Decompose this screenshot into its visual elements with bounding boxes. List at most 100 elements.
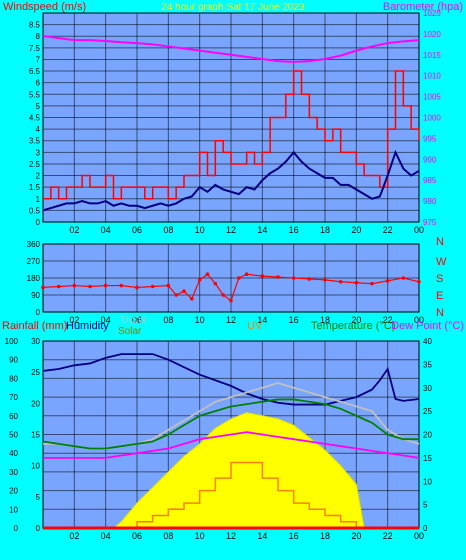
y-tick-label: 4.5	[29, 114, 41, 123]
y-tick-label: 40	[423, 337, 432, 346]
y-tick-label: 0	[36, 308, 41, 317]
y-tick-label: 1005	[423, 93, 441, 102]
y-tick-label: 995	[423, 134, 437, 143]
x-tick-label: 16	[289, 531, 299, 541]
y-tick-label: 1	[36, 195, 41, 204]
series-line-baro	[42, 34, 420, 63]
x-tick-label: 12	[226, 315, 236, 325]
middle-grid	[43, 244, 420, 312]
x-tick-label: 00	[414, 531, 424, 541]
x-tick-label: 14	[257, 225, 267, 235]
y-tick-label: 35	[423, 360, 432, 369]
y-tick-label: 980	[423, 197, 437, 206]
y-tick-label: 1020	[423, 30, 441, 39]
y-tick-label: 10	[423, 477, 432, 486]
x-tick-label: 20	[351, 531, 361, 541]
series-line-uv	[43, 461, 419, 529]
x-tick-label: 18	[320, 315, 330, 325]
y-tick-label: 20	[423, 431, 432, 440]
x-tick-label: 14	[257, 315, 267, 325]
y-tick-label: 1000	[423, 114, 441, 123]
y-tick-label: 0	[14, 524, 19, 533]
series-line-dew	[43, 431, 420, 459]
x-tick-label: 04	[101, 531, 111, 541]
x-tick-label: 14	[257, 531, 267, 541]
label-rainfall: Rainfall (mm)	[2, 320, 67, 332]
top-y2-ticks: 975 980 985 990 995 1000 1005 1010 1015 1020 1025	[423, 9, 441, 227]
x-tick-label: 04	[101, 225, 111, 235]
compass-label: W	[436, 256, 447, 268]
y-tick-label: 2.5	[29, 160, 41, 169]
y-tick-label: 70	[9, 393, 18, 402]
y-tick-label: 5	[423, 501, 428, 510]
x-tick-label: 06	[132, 225, 142, 235]
y-tick-label: 4	[36, 125, 41, 134]
x-tick-label: 02	[69, 315, 79, 325]
middle-series	[41, 272, 421, 303]
x-tick-label: 06	[132, 315, 142, 325]
series-line-temp	[42, 398, 419, 450]
bottom-x-ticks: 02 04 06 08 10 12 14 16 18 20 22 00	[69, 531, 424, 541]
y-tick-label: 0	[36, 524, 41, 533]
label-temperature: Temperature (°C)	[311, 320, 395, 332]
x-tick-label: 02	[69, 531, 79, 541]
top-y-ticks: 0 0.5 1 1.5 2 2.5 3 3.5 4 4.5 5 5.5 6 6.5 7 7.5 8 8.5	[29, 21, 41, 227]
x-tick-label: 16	[289, 315, 299, 325]
y-tick-label: 360	[27, 240, 41, 249]
y-tick-label: 20	[9, 487, 18, 496]
y-tick-label: 0	[423, 524, 428, 533]
x-tick-label: 12	[226, 225, 236, 235]
label-humidity: Humidity	[66, 320, 109, 332]
y-tick-label: 0.5	[29, 206, 41, 215]
x-tick-label: 08	[163, 531, 173, 541]
x-tick-label: 18	[320, 531, 330, 541]
series-line-direction	[42, 273, 420, 302]
y-tick-label: 6.5	[29, 67, 41, 76]
x-tick-label: 02	[69, 225, 79, 235]
y-tick-label: 5	[36, 102, 41, 111]
compass-label: S	[436, 273, 443, 285]
y-tick-label: 25	[31, 368, 40, 377]
y-tick-label: 1010	[423, 72, 441, 81]
y-tick-label: 8	[36, 32, 41, 41]
y-tick-label: 30	[423, 384, 432, 393]
y-tick-label: 100	[5, 337, 19, 346]
y-tick-label: 0	[36, 218, 41, 227]
top-series	[42, 34, 420, 212]
x-tick-label: 22	[383, 315, 393, 325]
x-tick-label: 22	[383, 225, 393, 235]
y-tick-label: 10	[9, 505, 18, 514]
y-tick-label: 15	[31, 431, 40, 440]
y-tick-label: 80	[9, 374, 18, 383]
y-tick-label: 975	[423, 218, 437, 227]
y-tick-label: 90	[31, 291, 40, 300]
y-tick-label: 3.5	[29, 137, 41, 146]
x-tick-label: 06	[132, 531, 142, 541]
x-tick-label: 10	[195, 225, 205, 235]
x-tick-label: 10	[195, 315, 205, 325]
x-tick-label: 12	[226, 531, 236, 541]
y-tick-label: 7.5	[29, 44, 41, 53]
y-tick-label: 1025	[423, 9, 441, 18]
top-ylabel: Windspeed (m/s)	[3, 1, 86, 13]
label-thsw: THSW	[120, 315, 147, 325]
y-tick-label: 30	[9, 468, 18, 477]
y-tick-label: 180	[27, 274, 41, 283]
y-tick-label: 8.5	[29, 21, 41, 30]
y-tick-label: 3	[36, 148, 41, 157]
compass-label: E	[436, 290, 443, 302]
bottom-series	[42, 353, 420, 530]
bottom-y3-ticks: 0 5 10 15 20 25 30 35 40	[423, 337, 432, 533]
y-tick-label: 990	[423, 155, 437, 164]
x-tick-label: 20	[351, 225, 361, 235]
y-tick-label: 270	[27, 257, 41, 266]
x-tick-label: 18	[320, 225, 330, 235]
x-tick-label: 10	[195, 531, 205, 541]
y-tick-label: 30	[31, 337, 40, 346]
y-tick-label: 60	[9, 412, 18, 421]
middle-x-ticks: 02 04 06 08 10 12 14 16 18 20 22 00	[69, 315, 424, 325]
top-x-ticks: 02 04 06 08 10 12 14 16 18 20 22 00	[69, 225, 424, 235]
x-tick-label: 00	[414, 225, 424, 235]
series-line-gust	[43, 70, 420, 200]
